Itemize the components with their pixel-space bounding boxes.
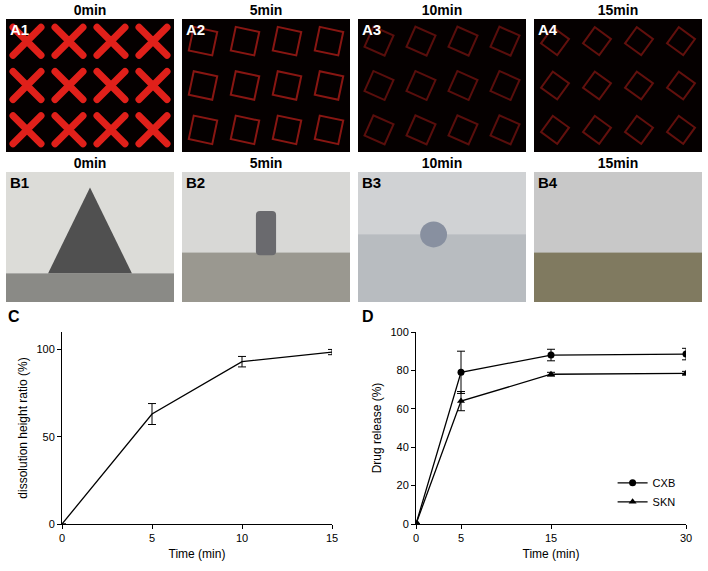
- svg-text:10: 10: [236, 532, 248, 544]
- html-text:5min: 5min: [249, 2, 283, 18]
- html-text:0min: 0min: [73, 155, 107, 171]
- html-text:B4: B4: [538, 174, 558, 191]
- html-text:A3: A3: [362, 21, 382, 38]
- svg-text:5: 5: [149, 532, 155, 544]
- html-text:B1: B1: [10, 174, 30, 191]
- svg-text:Time (min): Time (min): [169, 547, 226, 561]
- html-text:B2: B2: [186, 174, 206, 191]
- svg-text:0: 0: [49, 518, 55, 530]
- html-text:D: D: [362, 308, 374, 325]
- html-text:0min: 0min: [73, 2, 107, 18]
- svg-text:60: 60: [397, 403, 409, 415]
- svg-text:0: 0: [403, 518, 409, 530]
- svg-text:40: 40: [397, 441, 409, 453]
- svg-text:80: 80: [397, 364, 409, 376]
- html-text:15min: 15min: [597, 2, 639, 18]
- html-text:5min: 5min: [249, 155, 283, 171]
- html-text:15min: 15min: [597, 155, 639, 171]
- svg-text:Time (min): Time (min): [523, 547, 580, 561]
- html-text:C: C: [8, 308, 20, 325]
- svg-text:5: 5: [458, 532, 464, 544]
- html-text:A4: A4: [538, 21, 558, 38]
- svg-text:0: 0: [413, 532, 419, 544]
- html-text:A2: A2: [186, 21, 206, 38]
- html-text:10min: 10min: [421, 2, 463, 18]
- svg-text:dissolution height ratio (%): dissolution height ratio (%): [16, 357, 30, 498]
- svg-text:100: 100: [36, 343, 54, 355]
- svg-text:50: 50: [43, 431, 55, 443]
- svg-text:30: 30: [680, 532, 692, 544]
- svg-text:Drug release (%): Drug release (%): [370, 383, 384, 474]
- svg-text:20: 20: [397, 479, 409, 491]
- svg-text:100: 100: [390, 326, 408, 338]
- html-text:10min: 10min: [421, 155, 463, 171]
- svg-text:SKN: SKN: [653, 496, 676, 508]
- svg-text:15: 15: [326, 532, 338, 544]
- html-text:B3: B3: [362, 174, 382, 191]
- html-text:A1: A1: [10, 21, 30, 38]
- svg-text:0: 0: [59, 532, 65, 544]
- svg-text:15: 15: [545, 532, 557, 544]
- svg-text:CXB: CXB: [653, 477, 676, 489]
